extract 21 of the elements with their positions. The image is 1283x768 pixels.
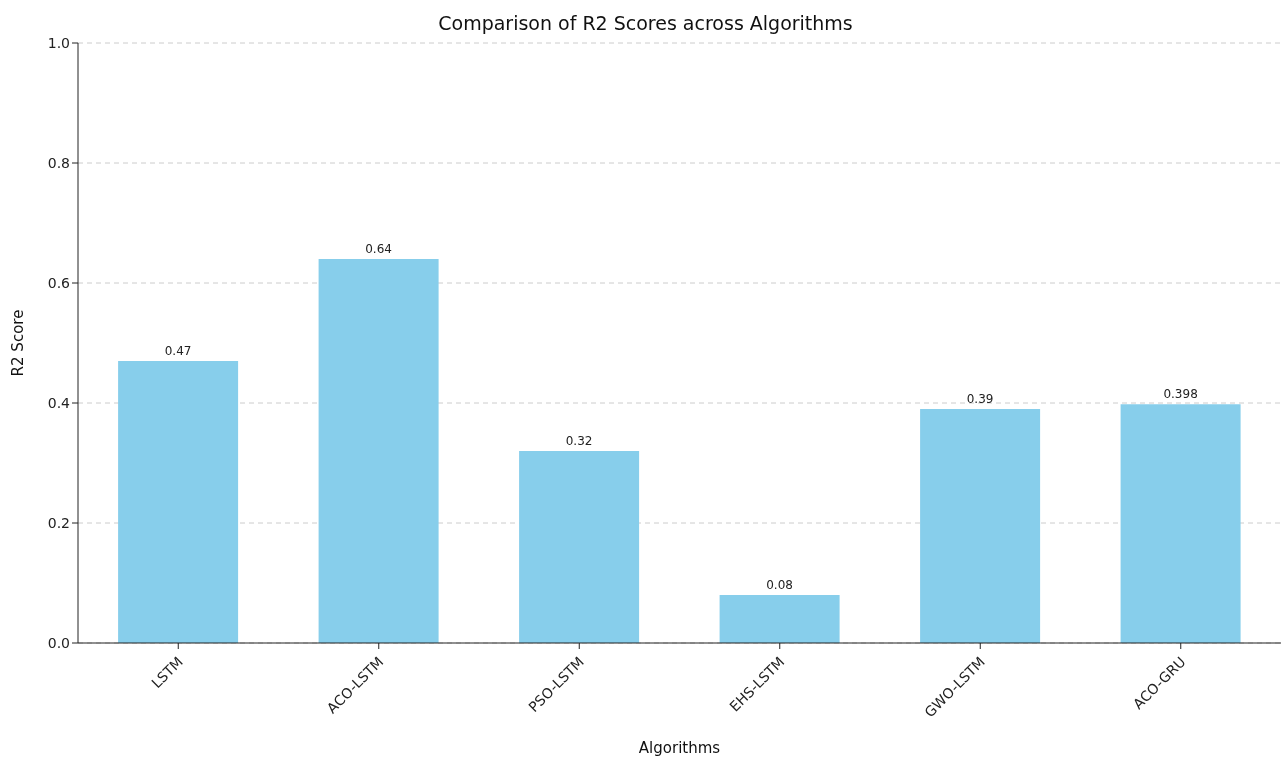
data-label: 0.398 <box>1163 387 1198 402</box>
data-label: 0.08 <box>766 578 793 592</box>
bar <box>318 259 439 643</box>
bar <box>920 409 1041 643</box>
data-label: 0.64 <box>365 242 392 256</box>
y-tick-label: 1.0 <box>47 34 70 51</box>
y-tick-label: 0.6 <box>47 274 71 291</box>
bar <box>719 595 840 643</box>
y-axis-title: R2 Score <box>9 309 28 377</box>
y-tick-label: 0.0 <box>47 634 70 651</box>
bar <box>519 451 640 643</box>
bar <box>118 361 239 643</box>
chart-title: Comparison of R2 Scores across Algorithms <box>438 12 853 34</box>
data-label: 0.39 <box>966 392 994 406</box>
y-tick-label: 0.4 <box>47 394 71 411</box>
y-tick-label: 0.2 <box>47 514 70 531</box>
bar <box>1120 404 1241 643</box>
x-axis-title: Algorithms <box>638 739 721 757</box>
y-tick-label: 0.8 <box>47 154 70 171</box>
data-label: 0.32 <box>565 434 593 448</box>
data-label: 0.47 <box>164 344 192 358</box>
